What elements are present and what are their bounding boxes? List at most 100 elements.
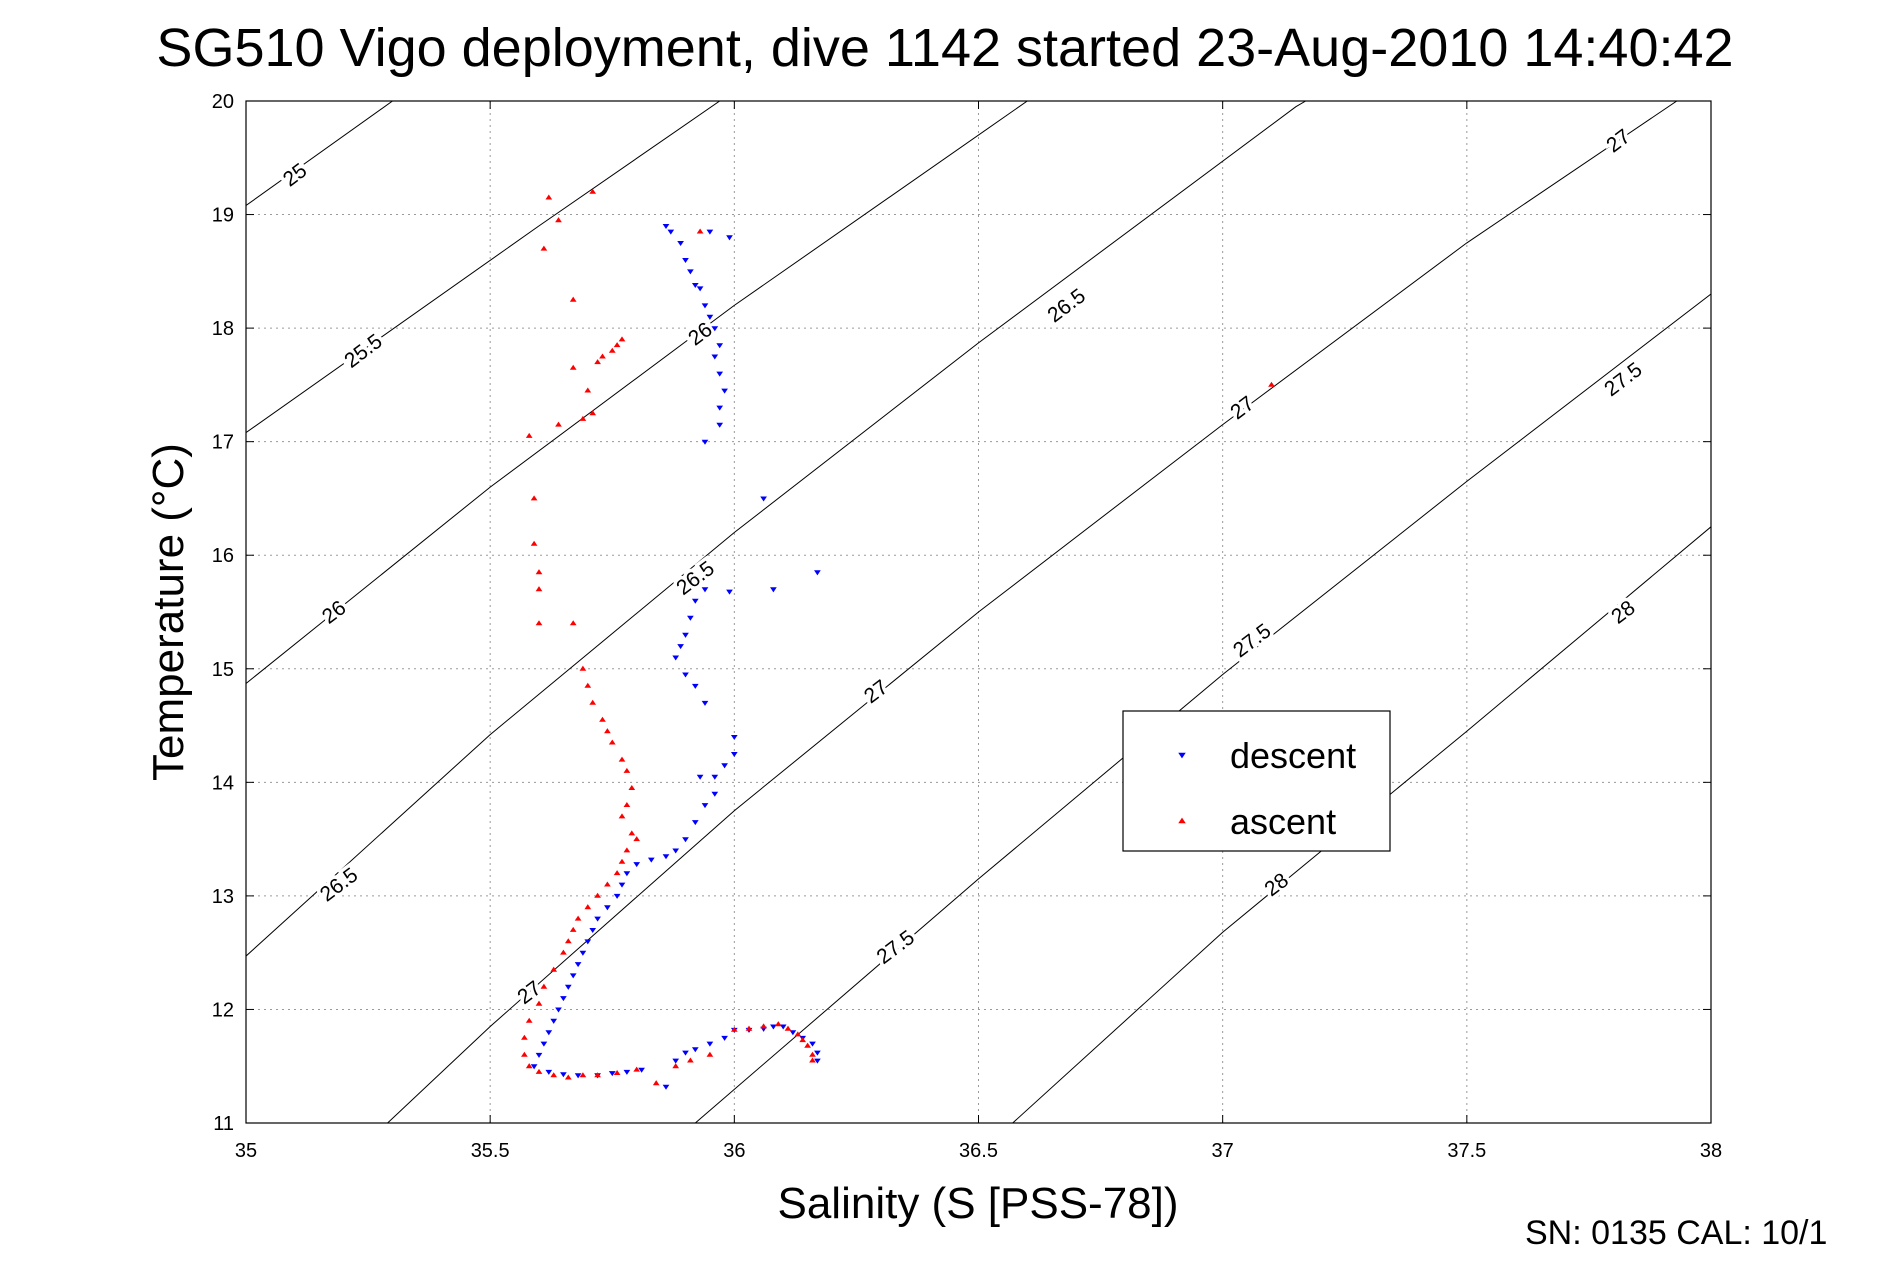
ascent-point (730, 1026, 738, 1032)
ascent-point (613, 342, 621, 348)
descent-point (682, 632, 689, 638)
x-tick-label: 35 (235, 1140, 257, 1162)
ascent-point (618, 858, 626, 864)
y-tick-label: 12 (212, 999, 234, 1021)
contour-label: 28 (1607, 596, 1639, 628)
ascent-point (604, 728, 611, 734)
data-points (521, 188, 1275, 1090)
x-tick-label: 36.5 (959, 1140, 998, 1162)
y-axis-label: Temperature (°C) (144, 443, 193, 781)
descent-point (579, 950, 587, 956)
ascent-point (687, 1057, 694, 1063)
ascent-point (545, 194, 553, 200)
y-tick-label: 11 (213, 1113, 234, 1135)
contour-label: 26 (684, 318, 716, 350)
contour-label: 27.5 (1600, 358, 1646, 401)
contour-label: 28 (1260, 869, 1292, 901)
descent-point (633, 862, 641, 868)
descent-point (721, 763, 728, 769)
ascent-point (584, 682, 592, 688)
descent-point (569, 973, 577, 979)
descent-point (677, 644, 684, 650)
descent-point (691, 283, 699, 289)
descent-point (647, 857, 655, 863)
descent-point (672, 655, 680, 661)
ascent-point (564, 938, 572, 944)
ascent-point (652, 1080, 660, 1086)
ascent-point (774, 1021, 782, 1027)
descent-point (716, 422, 724, 428)
ascent-point (564, 1074, 572, 1080)
descent-point (638, 1067, 645, 1073)
ascent-point (613, 870, 621, 876)
descent-point (672, 1058, 680, 1064)
descent-point (770, 587, 777, 593)
ascent-point (535, 1068, 543, 1074)
y-tick-label: 20 (212, 91, 234, 113)
ascent-point (579, 665, 587, 671)
ascent-point (535, 569, 543, 575)
ascent-point (599, 716, 606, 722)
contour-label: 27 (1602, 125, 1634, 157)
descent-point (662, 224, 670, 230)
x-tick-label: 38 (1700, 1140, 1722, 1162)
descent-point (770, 1024, 777, 1030)
descent-point (721, 1035, 728, 1041)
legend-entries: descent ascent (1178, 735, 1356, 842)
ascent-point (540, 983, 548, 989)
ascent-point (525, 1063, 533, 1069)
descent-point (545, 1069, 553, 1075)
ascent-point (745, 1025, 753, 1031)
ascent-point (760, 1023, 767, 1029)
descent-point (618, 882, 626, 888)
descent-point (560, 1072, 567, 1078)
ascent-point (599, 353, 606, 359)
ascent-point (608, 739, 616, 745)
ascent-point (594, 1072, 601, 1078)
x-tick-label: 37 (1212, 1140, 1234, 1162)
descent-point (682, 837, 689, 843)
density-contour-27 (387, 101, 1678, 1123)
ascent-point (555, 217, 562, 223)
ascent-point (574, 915, 582, 921)
descent-point (623, 1069, 631, 1075)
descent-point (706, 1041, 714, 1047)
y-tick-label: 13 (212, 886, 234, 908)
descent-point (711, 326, 719, 332)
descent-point (662, 1084, 670, 1090)
ascent-point (613, 1069, 621, 1075)
contour-label: 26.5 (672, 557, 718, 600)
y-tick-label: 15 (212, 659, 234, 681)
x-tick-label: 36 (723, 1140, 745, 1162)
ascent-point (633, 1066, 641, 1072)
descent-point (682, 1050, 689, 1056)
descent-point (550, 1018, 558, 1024)
density-contour-25.5 (246, 101, 720, 434)
ascent-point (560, 949, 567, 955)
ascent-point (569, 296, 577, 302)
descent-point (608, 1071, 616, 1077)
ascent-point (696, 228, 704, 234)
ascent-point (604, 881, 611, 887)
legend-marker-ascent (1178, 817, 1186, 824)
descent-point (530, 1064, 538, 1070)
descent-point (716, 405, 724, 411)
descent-point (687, 615, 694, 621)
ascent-point (623, 767, 631, 773)
ascent-point (521, 1051, 528, 1057)
descent-point (682, 672, 689, 678)
y-tick-label: 14 (212, 772, 234, 794)
calibration-footer: SN: 0135 CAL: 10/1 (1525, 1214, 1827, 1252)
axis-ticks: 35 35.5 36 36.5 37 37.5 38 11 12 13 14 15 16 17 18 19 20 (212, 91, 1722, 1162)
descent-point (555, 1007, 562, 1013)
descent-point (574, 1073, 582, 1079)
ascent-point (594, 359, 601, 365)
descent-point (701, 803, 709, 809)
ascent-point (809, 1051, 816, 1057)
descent-point (726, 589, 733, 595)
ascent-point (521, 1034, 528, 1040)
ascent-point (804, 1042, 811, 1048)
ascent-point (584, 904, 592, 910)
contour-label: 26.5 (316, 863, 362, 906)
